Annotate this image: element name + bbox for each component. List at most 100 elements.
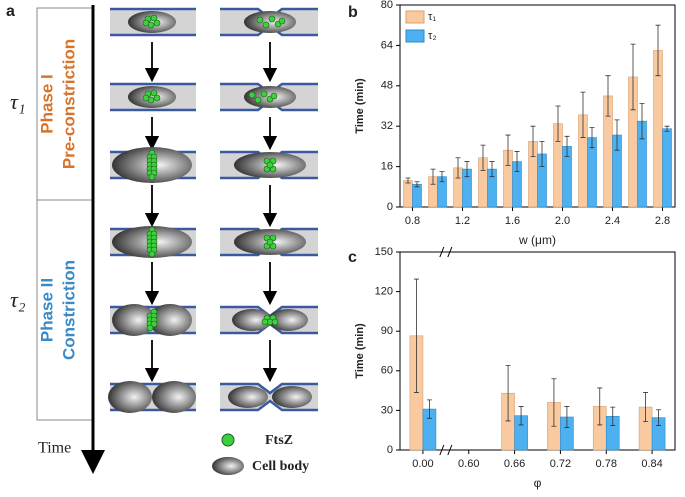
x-tick-label: 0.8 [405, 215, 420, 227]
panel-label: a [6, 3, 15, 20]
ftsz [266, 161, 274, 169]
diagram [108, 7, 318, 413]
error-bar [489, 161, 495, 178]
channel-wall [110, 7, 196, 37]
y-tick-label: 48 [381, 80, 393, 92]
legend-cell: Cell body [252, 459, 309, 474]
y-tick-label: 80 [381, 0, 393, 11]
error-bar [505, 134, 511, 166]
error-bar [614, 119, 620, 151]
error-bar [480, 144, 486, 171]
error-bar [564, 135, 570, 157]
cell [152, 381, 196, 413]
x-tick-label: 0.66 [504, 458, 525, 470]
panel-label: b [348, 4, 358, 21]
error-bar [655, 24, 661, 77]
cell-icon [212, 457, 244, 475]
error-bar [605, 75, 611, 117]
error-bar [639, 103, 645, 140]
x-axis-label: w (μm) [518, 233, 556, 247]
channel-wall [110, 82, 196, 112]
ftsz [153, 19, 161, 27]
ftsz [148, 250, 156, 258]
ftsz [142, 19, 150, 27]
panel-label: c [348, 249, 357, 266]
axis-break [439, 246, 453, 258]
x-axis-label: φ [534, 476, 542, 490]
y-tick-label: 16 [381, 161, 393, 173]
tau2-label: τ₂ [10, 287, 26, 312]
y-axis-label: Time (min) [354, 323, 366, 379]
error-bar [455, 157, 461, 179]
error-bar [505, 365, 511, 422]
error-bar [555, 105, 561, 142]
tau1-label: τ₁ [10, 89, 26, 114]
y-tick-label: 64 [381, 39, 393, 51]
error-bar [464, 161, 470, 178]
x-tick-label: 0.00 [412, 458, 433, 470]
bar [662, 128, 672, 208]
bar [412, 183, 422, 208]
error-bar [664, 125, 670, 132]
ftsz [266, 238, 274, 246]
ftsz [146, 324, 154, 332]
y-tick-label: 30 [381, 404, 393, 416]
cell [228, 386, 268, 408]
ftsz [270, 92, 278, 100]
cell [108, 381, 152, 413]
error-bar [610, 406, 616, 426]
error-bar [539, 140, 545, 167]
ftsz [271, 318, 279, 326]
x-tick-label: 2.0 [555, 215, 570, 227]
time-label: Time [38, 440, 71, 457]
ftsz [262, 21, 270, 29]
error-bar [530, 125, 536, 157]
ftsz [150, 89, 158, 97]
y-tick-label: 90 [381, 325, 393, 337]
legend-label: τ₁ [428, 11, 436, 23]
x-tick-label: 0.72 [550, 458, 571, 470]
error-bar [413, 278, 419, 393]
y-tick-label: 150 [375, 246, 393, 258]
axis-break [439, 444, 453, 456]
ftsz [256, 16, 264, 24]
error-bar [514, 151, 520, 173]
legend-ftsz: FtsZ [265, 433, 293, 448]
phase-subtitle: Pre-constriction [59, 39, 78, 169]
phase-title: Phase I [37, 74, 56, 134]
cell [112, 304, 156, 336]
plot-frame [399, 251, 676, 451]
legend-label: τ₂ [428, 30, 437, 42]
bar [403, 180, 413, 208]
ftsz [268, 15, 276, 23]
y-tick-label: 0 [387, 444, 393, 456]
y-tick-label: 60 [381, 365, 393, 377]
ftsz-icon [221, 433, 235, 447]
legend-swatch [405, 29, 425, 43]
phase-title: Phase II [37, 278, 56, 342]
error-bar [580, 91, 586, 138]
x-tick-label: 0.78 [596, 458, 617, 470]
error-bar [518, 406, 524, 426]
ftsz [148, 173, 156, 181]
y-tick-label: 0 [387, 201, 393, 213]
x-tick-label: 2.8 [655, 215, 670, 227]
cell [244, 11, 296, 33]
cell [268, 309, 308, 331]
y-axis-label: Time (min) [354, 78, 366, 134]
ftsz [248, 91, 256, 99]
error-bar [597, 387, 603, 426]
cell [148, 304, 192, 336]
x-tick-label: 0.60 [458, 458, 479, 470]
error-bar [643, 392, 649, 423]
error-bar [414, 181, 420, 188]
cell [232, 309, 272, 331]
error-bar [630, 43, 636, 111]
ftsz [153, 94, 161, 102]
ftsz [150, 320, 158, 328]
ftsz [254, 96, 262, 104]
error-bar [656, 409, 662, 426]
channel-wall [220, 382, 318, 412]
x-tick-label: 1.6 [505, 215, 520, 227]
